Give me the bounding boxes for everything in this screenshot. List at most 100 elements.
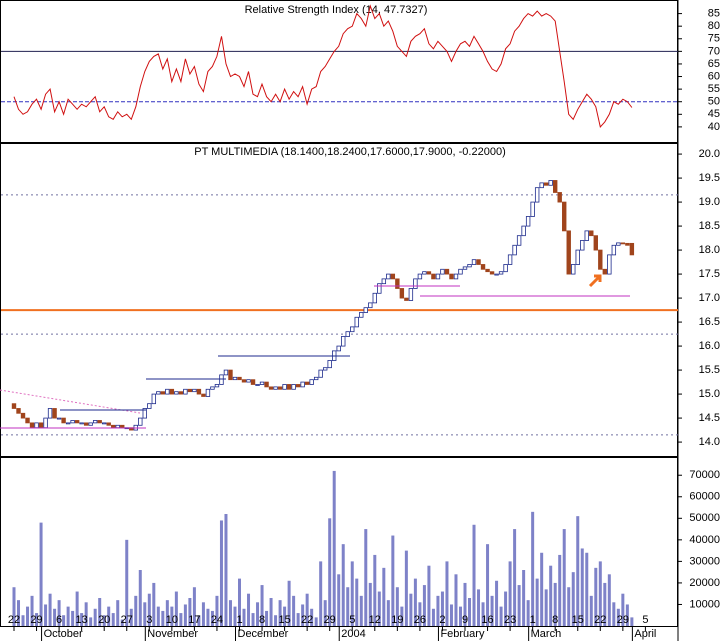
- candle-body: [589, 230, 594, 237]
- volume-bar: [382, 567, 386, 626]
- y-tick-label: 19.5: [699, 172, 720, 184]
- volume-bar: [98, 598, 102, 626]
- candle-body: [309, 379, 314, 385]
- candle-body: [530, 201, 535, 217]
- volume-bar: [197, 615, 201, 626]
- x-tick-label: 29: [324, 614, 336, 626]
- trendlines: [0, 274, 630, 429]
- y-tick-label: 14.5: [699, 412, 720, 424]
- x-tick-label: 8: [552, 614, 558, 626]
- candle-body: [620, 242, 626, 245]
- volume-bar: [233, 606, 237, 626]
- candle-body: [268, 386, 274, 390]
- volume-bar: [111, 613, 115, 626]
- candle-body: [417, 273, 423, 280]
- candle-body: [138, 417, 143, 426]
- volume-bar: [84, 602, 88, 626]
- volume-bar: [454, 574, 458, 626]
- x-tick-label: 24: [211, 614, 223, 626]
- candle-body: [580, 240, 585, 251]
- volume-bar: [310, 608, 314, 626]
- volume-bar: [386, 600, 390, 626]
- x-tick-label: 2: [439, 614, 445, 626]
- candle-body: [237, 376, 242, 381]
- volume-bar: [567, 587, 571, 626]
- volume-bar: [224, 514, 228, 626]
- candle-body: [413, 278, 418, 289]
- candle-body: [228, 369, 233, 381]
- volume-bar: [134, 595, 138, 626]
- candle-body: [79, 422, 84, 425]
- volume-bar: [431, 608, 435, 626]
- candle-body: [205, 388, 211, 397]
- candle-body: [571, 264, 576, 275]
- candle-body: [480, 264, 486, 270]
- volume-bar: [481, 602, 485, 626]
- candle-body: [300, 381, 305, 388]
- volume-bar: [404, 550, 408, 626]
- candle-body: [598, 249, 603, 270]
- candle-body: [381, 278, 387, 285]
- candle-body: [102, 422, 107, 425]
- volume-bar: [422, 585, 426, 626]
- candle-body: [562, 201, 567, 232]
- candle-body: [38, 422, 44, 429]
- y-tick-label: 17.5: [699, 268, 720, 280]
- y-tick-label: 70000: [689, 469, 720, 481]
- x-tick-label: 17: [188, 614, 200, 626]
- candle-body: [507, 254, 513, 265]
- candle-body: [201, 393, 206, 397]
- volume-bar: [156, 606, 160, 626]
- candle-body: [210, 386, 215, 390]
- candle-body: [282, 384, 287, 390]
- volume-bar: [125, 539, 129, 626]
- volume-bar: [301, 604, 305, 626]
- volume-bar: [242, 608, 246, 626]
- candle-body: [336, 345, 341, 352]
- volume-bar: [598, 561, 602, 626]
- volume-bar: [522, 570, 526, 626]
- volume-bar: [170, 606, 174, 626]
- x-tick-label: 16: [481, 614, 493, 626]
- y-tick-label: 20.0: [699, 148, 720, 160]
- candle-body: [219, 374, 224, 385]
- candle-body: [377, 283, 382, 294]
- y-tick-label: 45: [708, 108, 720, 120]
- candle-body: [259, 381, 265, 385]
- volume-bar: [305, 593, 309, 626]
- candle-body: [56, 417, 62, 420]
- x-tick-label: 20: [98, 614, 110, 626]
- volume-bar: [350, 561, 354, 626]
- candle-body: [386, 273, 391, 280]
- candle-body: [575, 249, 580, 265]
- y-tick-label: 60: [708, 70, 720, 82]
- volume-bar: [449, 604, 453, 626]
- volume-bar: [409, 593, 413, 626]
- volume-bar: [508, 561, 512, 626]
- month-label: November: [147, 628, 198, 640]
- candle-body: [516, 235, 522, 246]
- y-tick-label: 75: [708, 33, 720, 45]
- volume-bar: [630, 617, 634, 626]
- x-tick-label: 13: [76, 614, 88, 626]
- volume-bar: [549, 565, 553, 626]
- volume-bar: [17, 600, 21, 626]
- volume-bar: [80, 613, 84, 626]
- volume-bar: [210, 610, 214, 626]
- y-tick-label: 19.0: [699, 196, 720, 208]
- x-tick-label: 8: [259, 614, 265, 626]
- volume-bar: [477, 589, 481, 626]
- candle-body: [543, 182, 549, 186]
- candle-body: [147, 403, 152, 409]
- volume-bar: [138, 570, 142, 626]
- volume-bar: [395, 587, 399, 626]
- volume-bar: [147, 593, 151, 626]
- volume-bar: [66, 606, 70, 626]
- plot-layer: Relative Strength Index (14, 47.7327)404…: [1, 4, 720, 641]
- candle-body: [431, 273, 436, 280]
- y-tick-label: 15.5: [699, 364, 720, 376]
- candle-body: [74, 420, 80, 424]
- y-tick-label: 60000: [689, 491, 720, 503]
- x-tick-label: 1: [236, 614, 242, 626]
